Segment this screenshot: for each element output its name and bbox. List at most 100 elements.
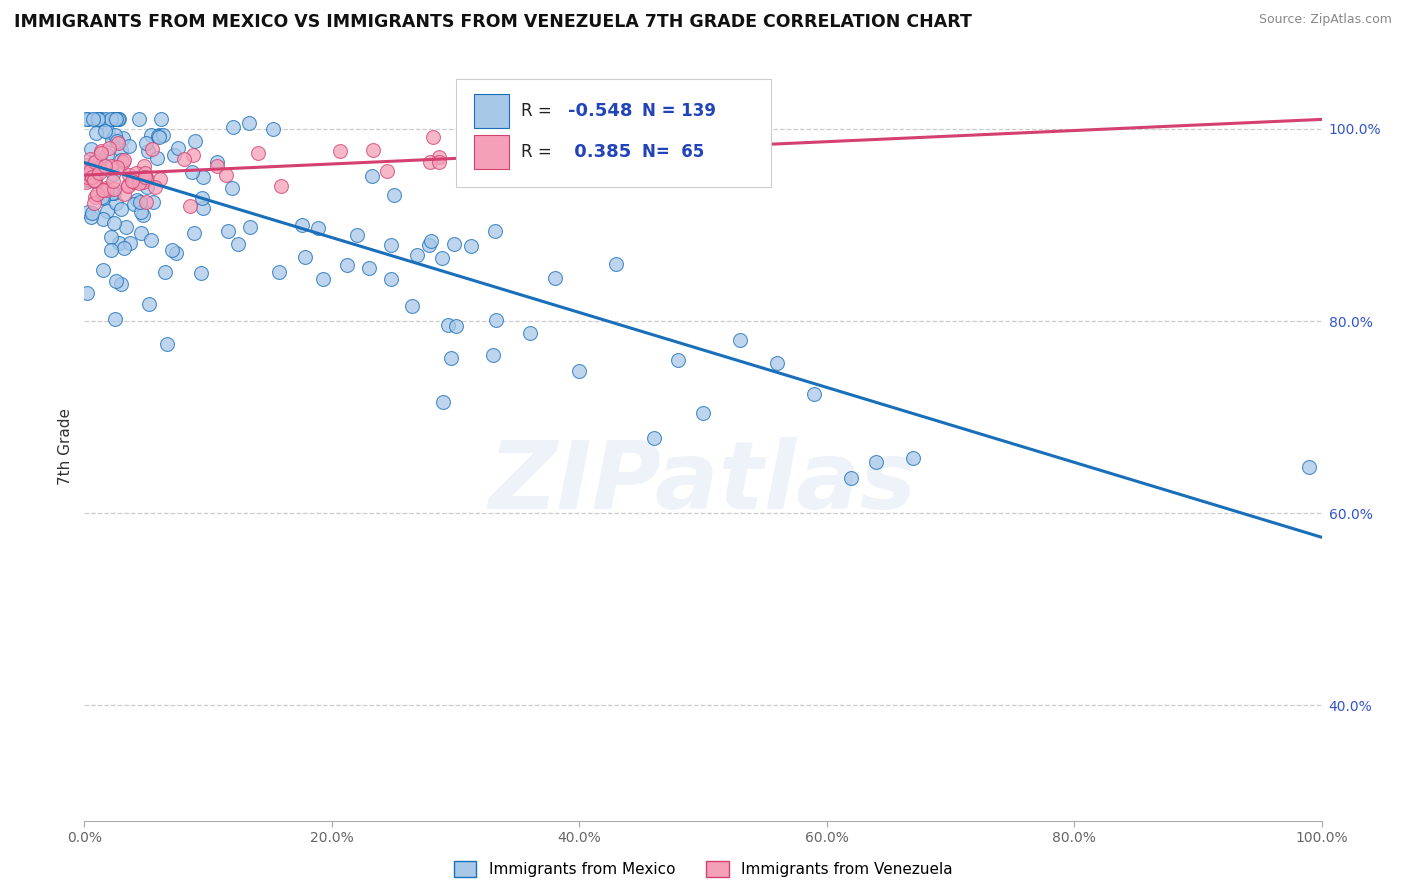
Point [100, 244, 122, 258]
Point [129, 195, 152, 210]
Point [112, 186, 135, 201]
Point [118, 138, 141, 153]
Point [294, 250, 316, 264]
Point [419, 154, 441, 169]
Point [405, 247, 427, 261]
Point [83, 172, 105, 186]
Point [481, 348, 503, 362]
Point [270, 178, 292, 193]
Point [80, 169, 103, 184]
Point [100, 112, 122, 127]
Point [122, 175, 145, 189]
Point [173, 152, 195, 166]
Point [262, 122, 284, 136]
Point [429, 150, 451, 164]
Point [215, 168, 238, 182]
Point [361, 143, 384, 157]
Point [77, 204, 100, 219]
Point [267, 265, 290, 279]
Point [94, 112, 117, 127]
Point [104, 312, 127, 326]
Point [75, 163, 97, 178]
Point [101, 174, 124, 188]
Point [86, 112, 108, 127]
Point [165, 245, 187, 260]
Point [401, 299, 423, 313]
Point [103, 112, 125, 127]
Point [128, 176, 150, 190]
Point [132, 159, 155, 173]
Point [93, 183, 115, 197]
Point [543, 270, 565, 285]
Text: R =: R = [522, 144, 557, 161]
Point [380, 238, 402, 252]
Point [190, 266, 212, 280]
Point [134, 165, 156, 179]
Point [77, 167, 100, 181]
Point [134, 136, 156, 151]
Point [84, 168, 107, 182]
Point [138, 297, 160, 311]
Point [75, 112, 97, 127]
Point [110, 277, 132, 291]
Point [457, 118, 479, 132]
Point [94, 124, 117, 138]
Point [643, 432, 665, 446]
Point [80, 169, 103, 184]
Point [148, 129, 170, 144]
Point [128, 112, 150, 127]
Point [77, 161, 100, 175]
Point [132, 175, 155, 189]
Point [217, 224, 239, 238]
Point [115, 219, 138, 234]
Point [86, 186, 108, 201]
Point [152, 128, 174, 142]
Point [238, 116, 260, 130]
Bar [474, 136, 509, 169]
Point [160, 244, 183, 258]
Point [110, 143, 132, 157]
Point [76, 285, 98, 300]
Point [437, 318, 460, 332]
Point [132, 208, 155, 222]
Point [142, 195, 165, 210]
Point [728, 333, 751, 347]
Point [104, 128, 127, 142]
Point [103, 186, 125, 200]
Text: IMMIGRANTS FROM MEXICO VS IMMIGRANTS FROM VENEZUELA 7TH GRADE CORRELATION CHART: IMMIGRANTS FROM MEXICO VS IMMIGRANTS FRO… [14, 13, 972, 31]
Point [129, 226, 152, 240]
Point [80, 210, 103, 224]
Point [79, 152, 101, 166]
Point [105, 112, 128, 127]
Point [1298, 459, 1320, 474]
Point [156, 336, 179, 351]
Text: R =: R = [522, 102, 557, 120]
Point [129, 205, 152, 219]
Point [89, 166, 111, 180]
Point [75, 171, 97, 186]
Point [84, 189, 107, 203]
Point [104, 274, 127, 288]
Point [841, 471, 863, 485]
Point [112, 241, 135, 255]
Point [193, 170, 215, 185]
Point [90, 144, 112, 158]
Point [90, 112, 112, 127]
Point [80, 206, 103, 220]
Point [100, 229, 122, 244]
Point [83, 173, 105, 187]
Point [111, 131, 134, 145]
Point [110, 202, 132, 217]
Point [803, 387, 825, 401]
Point [460, 239, 482, 253]
Point [103, 216, 125, 230]
Bar [474, 95, 509, 128]
Point [90, 145, 112, 160]
Point [222, 120, 245, 135]
Point [519, 326, 541, 340]
Point [443, 237, 465, 252]
Point [432, 395, 454, 409]
Point [221, 180, 243, 194]
Point [135, 172, 157, 186]
Point [91, 263, 114, 277]
